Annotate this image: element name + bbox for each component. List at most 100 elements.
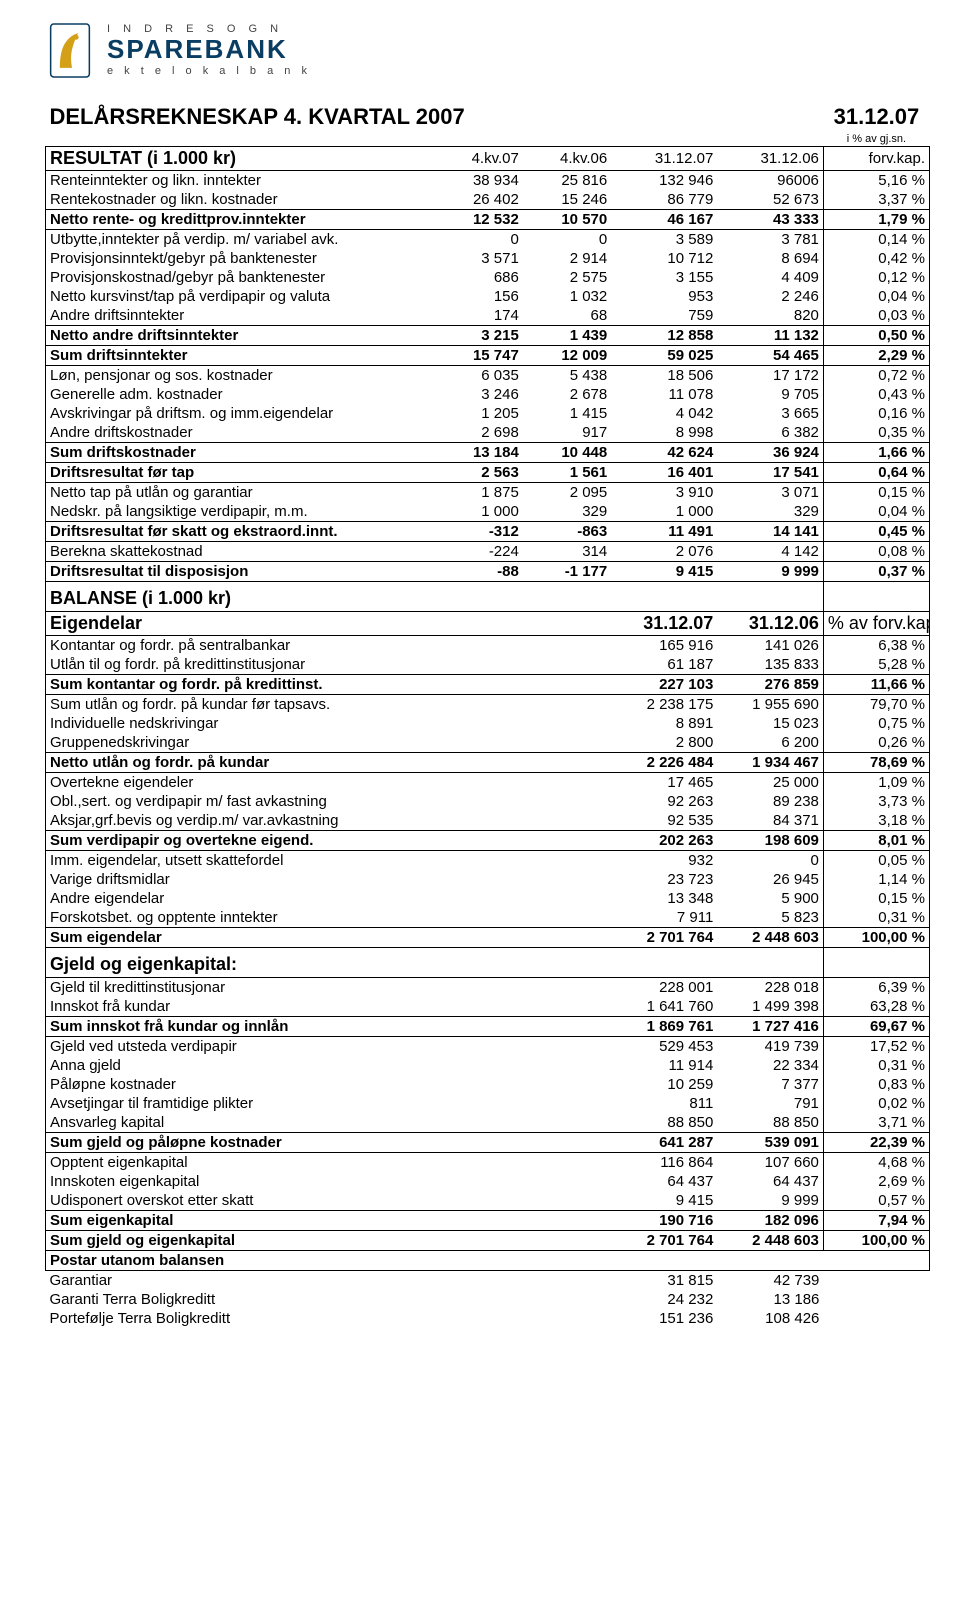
row-value: 174 — [434, 306, 522, 326]
row-pct: 0,42 % — [823, 249, 929, 268]
logo-top-text: I N D R E S O G N — [107, 23, 311, 35]
row-value — [434, 1075, 522, 1094]
row-label: Driftsresultat til disposisjon — [46, 562, 435, 582]
postar-title: Postar utanom balansen — [46, 1251, 930, 1271]
row-value: 2 448 603 — [717, 928, 823, 948]
row-value: 11 078 — [611, 385, 717, 404]
row-value: 2 701 764 — [611, 928, 717, 948]
report-page: I N D R E S O G N SPAREBANK e k t e l o … — [0, 0, 960, 1368]
row-value — [523, 1172, 611, 1191]
row-pct: 0,57 % — [823, 1191, 929, 1211]
row-pct: 0,83 % — [823, 1075, 929, 1094]
row-value — [523, 655, 611, 675]
row-value — [434, 1172, 522, 1191]
row-value: 54 465 — [717, 346, 823, 366]
logo-text: I N D R E S O G N SPAREBANK e k t e l o … — [107, 23, 311, 78]
row-label: Gjeld til kredittinstitusjonar — [46, 978, 435, 998]
bank-logo-icon — [45, 20, 95, 80]
row-value: 7 377 — [717, 1075, 823, 1094]
row-label: Innskot frå kundar — [46, 997, 435, 1017]
row-pct: 63,28 % — [823, 997, 929, 1017]
row-value: 18 506 — [611, 366, 717, 386]
row-value: 86 779 — [611, 190, 717, 210]
row-pct: 3,18 % — [823, 811, 929, 831]
row-value: 84 371 — [717, 811, 823, 831]
row-value — [434, 1153, 522, 1173]
row-value: 1 205 — [434, 404, 522, 423]
row-pct: 0,75 % — [823, 714, 929, 733]
row-value: 7 911 — [611, 908, 717, 928]
row-value — [434, 1113, 522, 1133]
row-value — [434, 636, 522, 656]
row-value: 12 858 — [611, 326, 717, 346]
row-value — [523, 831, 611, 851]
row-label: Aksjar,grf.bevis og verdip.m/ var.avkast… — [46, 811, 435, 831]
row-pct: 6,38 % — [823, 636, 929, 656]
row-value — [523, 773, 611, 793]
row-value — [523, 997, 611, 1017]
row-value: 953 — [611, 287, 717, 306]
row-pct: 69,67 % — [823, 1017, 929, 1037]
row-value: 182 096 — [717, 1211, 823, 1231]
row-pct: 6,39 % — [823, 978, 929, 998]
row-value: 25 000 — [717, 773, 823, 793]
balanse-title: BALANSE (i 1.000 kr) — [46, 582, 824, 612]
row-value: 43 333 — [717, 210, 823, 230]
row-value: 6 035 — [434, 366, 522, 386]
row-pct: 5,16 % — [823, 171, 929, 191]
row-value — [823, 1271, 929, 1291]
row-value: 68 — [523, 306, 611, 326]
row-value — [434, 1133, 522, 1153]
row-value: 9 705 — [717, 385, 823, 404]
gjeld-title: Gjeld og eigenkapital: — [46, 948, 824, 978]
row-value: 10 259 — [611, 1075, 717, 1094]
row-value — [434, 811, 522, 831]
row-value: 228 018 — [717, 978, 823, 998]
row-label: Gjeld ved utsteda verdipapir — [46, 1037, 435, 1057]
row-value — [434, 1309, 522, 1328]
row-label: Garantiar — [46, 1271, 435, 1291]
row-value: 42 739 — [717, 1271, 823, 1291]
row-value: 12 532 — [434, 210, 522, 230]
row-label: Driftsresultat før tap — [46, 463, 435, 483]
row-value: 3 571 — [434, 249, 522, 268]
row-value: 61 187 — [611, 655, 717, 675]
row-label: Andre driftskostnader — [46, 423, 435, 443]
row-label: Netto andre driftsinntekter — [46, 326, 435, 346]
row-label: Varige driftsmidlar — [46, 870, 435, 889]
row-pct: 0,04 % — [823, 287, 929, 306]
row-value — [434, 908, 522, 928]
row-value — [434, 753, 522, 773]
row-label: Sum gjeld og eigenkapital — [46, 1231, 435, 1251]
row-value: 686 — [434, 268, 522, 287]
row-label: Andre driftsinntekter — [46, 306, 435, 326]
row-value: 15 246 — [523, 190, 611, 210]
row-label: Påløpne kostnader — [46, 1075, 435, 1094]
row-label: Sum eigenkapital — [46, 1211, 435, 1231]
row-pct: 1,14 % — [823, 870, 929, 889]
row-value: 135 833 — [717, 655, 823, 675]
row-value — [434, 870, 522, 889]
row-pct: 0,12 % — [823, 268, 929, 287]
row-value: 5 900 — [717, 889, 823, 908]
row-label: Sum gjeld og påløpne kostnader — [46, 1133, 435, 1153]
row-value: 14 141 — [717, 522, 823, 542]
row-value — [523, 870, 611, 889]
row-label: Nedskr. på langsiktige verdipapir, m.m. — [46, 502, 435, 522]
row-value — [523, 1191, 611, 1211]
row-value — [434, 831, 522, 851]
pct-header: i % av gj.sn. — [823, 132, 929, 147]
row-pct: 0,31 % — [823, 908, 929, 928]
row-label: Avsetjingar til framtidige plikter — [46, 1094, 435, 1113]
row-label: Sum kontantar og fordr. på kredittinst. — [46, 675, 435, 695]
row-value — [434, 997, 522, 1017]
row-value: 8 998 — [611, 423, 717, 443]
resultat-label: RESULTAT (i 1.000 kr) — [46, 147, 435, 171]
row-value: 202 263 — [611, 831, 717, 851]
eigendelar-label: Eigendelar — [46, 612, 435, 636]
row-value: 13 186 — [717, 1290, 823, 1309]
row-value — [523, 811, 611, 831]
row-value: 9 415 — [611, 562, 717, 582]
row-label: Rentekostnader og likn. kostnader — [46, 190, 435, 210]
row-value: 759 — [611, 306, 717, 326]
